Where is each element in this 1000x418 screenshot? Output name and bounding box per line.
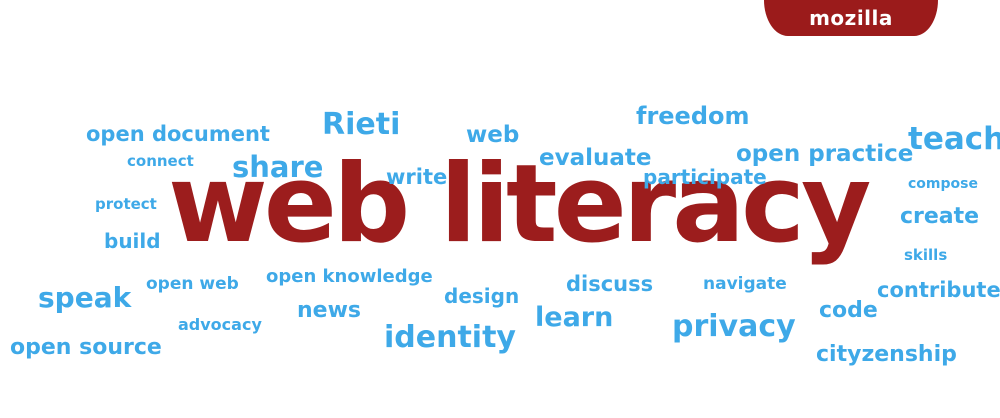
word-identity: identity bbox=[384, 320, 516, 355]
word-navigate: navigate bbox=[703, 274, 787, 294]
word-share: share bbox=[232, 150, 324, 184]
word-compose: compose bbox=[908, 176, 978, 192]
word-cityzenship: cityzenship bbox=[816, 342, 957, 367]
word-open-web: open web bbox=[146, 274, 239, 294]
word-discuss: discuss bbox=[566, 272, 654, 296]
word-create: create bbox=[900, 204, 980, 229]
word-write: write bbox=[386, 165, 448, 189]
word-advocacy: advocacy bbox=[178, 315, 262, 334]
word-web: web bbox=[466, 122, 520, 148]
word-protect: protect bbox=[95, 195, 157, 213]
word-participate: participate bbox=[643, 165, 767, 189]
word-rieti: Rieti bbox=[322, 107, 401, 142]
word-open-document: open document bbox=[86, 122, 270, 146]
word-teach: teach bbox=[908, 121, 1000, 157]
word-freedom: freedom bbox=[636, 102, 750, 130]
word-code: code bbox=[819, 298, 878, 323]
word-privacy: privacy bbox=[672, 309, 796, 344]
word-evaluate: evaluate bbox=[539, 145, 652, 171]
word-design: design bbox=[444, 284, 520, 308]
word-news: news bbox=[297, 298, 362, 323]
word-build: build bbox=[104, 229, 161, 253]
word-open-knowledge: open knowledge bbox=[266, 266, 433, 287]
word-learn: learn bbox=[535, 302, 614, 333]
word-open-practice: open practice bbox=[736, 141, 914, 167]
word-open-source: open source bbox=[10, 335, 162, 360]
word-contribute: contribute bbox=[877, 278, 1000, 302]
word-skills: skills bbox=[904, 246, 948, 264]
word-speak: speak bbox=[38, 281, 132, 314]
mozilla-logo-tab: mozilla bbox=[764, 0, 938, 36]
word-connect: connect bbox=[127, 152, 194, 170]
word-cloud-title: web literacy bbox=[168, 142, 871, 267]
